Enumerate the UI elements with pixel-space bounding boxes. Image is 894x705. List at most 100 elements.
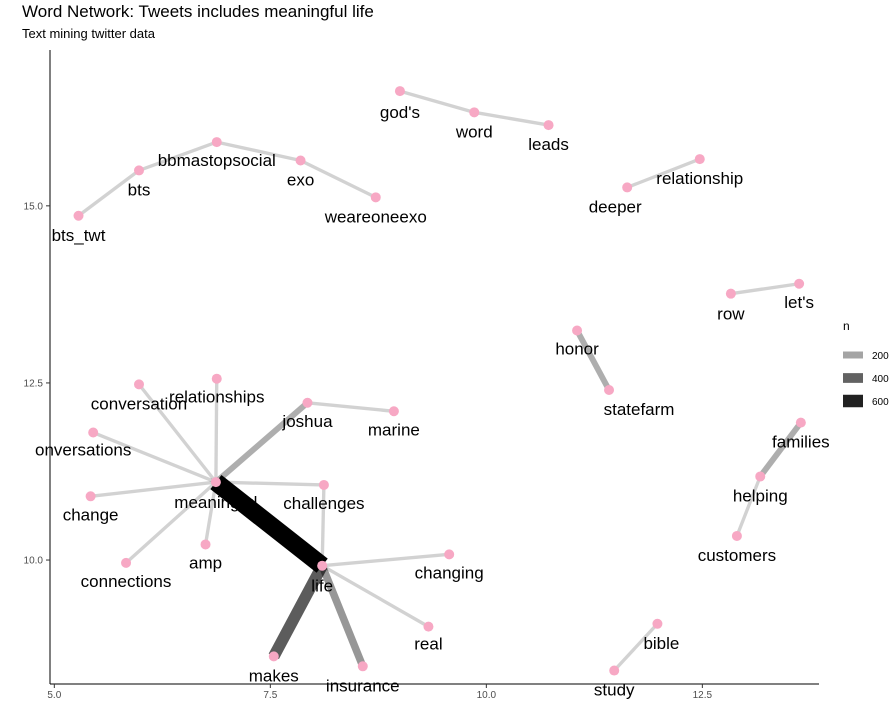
edge-meaningful-challenges xyxy=(215,480,324,487)
label-insurance: insurance xyxy=(326,676,400,695)
node-challenges xyxy=(318,479,329,490)
node-relationship xyxy=(694,154,705,165)
nodes-layer xyxy=(73,86,806,676)
edge-study-bible xyxy=(612,622,659,672)
label-deeper: deeper xyxy=(589,197,642,216)
labels-layer: god's word leads bbmastopsocial exo bts weareo… xyxy=(35,103,830,699)
node-statefarm xyxy=(604,385,615,396)
edge-life-real xyxy=(321,564,430,629)
label-changing: changing xyxy=(415,563,484,582)
node-meaningful xyxy=(210,477,221,488)
node-changing xyxy=(444,549,455,560)
edge-meaningful-onversations xyxy=(92,430,217,484)
label-bible: bible xyxy=(643,634,679,653)
label-exo: exo xyxy=(287,171,314,190)
label-joshua: joshua xyxy=(281,412,333,431)
edge-meaningful-change xyxy=(90,480,217,498)
edge-meaningful-life xyxy=(210,475,328,573)
edge-helping-families xyxy=(757,420,804,479)
x-tick-label: 10.0 xyxy=(477,690,497,701)
label-helping: helping xyxy=(733,486,788,505)
label-onversations: onversations xyxy=(35,441,131,460)
node-deeper xyxy=(622,182,633,193)
node-customers xyxy=(731,530,742,541)
edge-customers-helping xyxy=(735,475,762,537)
edge-life-makes xyxy=(268,562,328,660)
edge-meaningful-connections xyxy=(124,480,218,565)
edge-bts-bbmastopsocial xyxy=(138,140,218,173)
y-tick-label: 12.5 xyxy=(24,378,44,389)
node-god-s xyxy=(394,86,405,97)
node-conversation xyxy=(133,379,144,390)
edge-honor-statefarm xyxy=(574,329,612,392)
node-honor xyxy=(572,325,583,336)
node-makes xyxy=(268,651,279,662)
edge-life-changing xyxy=(322,552,450,568)
edge-row-let-s xyxy=(730,282,800,296)
x-tick-label: 12.5 xyxy=(693,690,713,701)
y-tick-label: 15.0 xyxy=(24,201,44,212)
node-helping xyxy=(755,471,766,482)
label-customers: customers xyxy=(698,546,776,565)
label-connections: connections xyxy=(81,572,172,591)
label-bts-twt: bts_twt xyxy=(52,226,106,245)
label-study: study xyxy=(594,681,635,700)
label-relationship: relationship xyxy=(656,169,743,188)
label-makes: makes xyxy=(249,666,299,685)
chart-title: Word Network: Tweets includes meaningful… xyxy=(22,2,374,21)
label-word: word xyxy=(455,122,493,141)
edge-bbmastopsocial-exo xyxy=(216,140,301,163)
label-challenges: challenges xyxy=(283,494,364,513)
node-leads xyxy=(543,120,554,131)
label-real: real xyxy=(414,635,442,654)
label-bts: bts xyxy=(128,180,151,199)
label-weareoneexo: weareoneexo xyxy=(324,207,427,226)
x-tick-label: 5.0 xyxy=(47,690,61,701)
legend-label-600: 600 xyxy=(872,397,889,408)
node-marine xyxy=(388,406,399,417)
node-amp xyxy=(200,539,211,550)
node-connections xyxy=(121,557,132,568)
label-meaningful: meaningful xyxy=(174,493,257,512)
edge-meaningful-conversation xyxy=(137,383,218,484)
x-tick-label: 7.5 xyxy=(263,690,277,701)
legend-title: n xyxy=(843,319,850,333)
label-relationships: relationships xyxy=(169,388,264,407)
edge-bts-twt-bts xyxy=(77,169,141,218)
node-bts-twt xyxy=(73,210,84,221)
legend: n 200 400 600 xyxy=(843,319,889,408)
label-amp: amp xyxy=(189,553,222,572)
edge-life-insurance xyxy=(318,564,367,668)
edge-joshua-marine xyxy=(307,401,395,413)
edge-meaningful-joshua xyxy=(213,400,310,485)
edge-meaningful-amp xyxy=(203,481,218,545)
node-let-s xyxy=(794,278,805,289)
node-bbmastopsocial xyxy=(211,137,222,148)
node-relationships xyxy=(211,373,222,384)
edge-god-s-word xyxy=(399,89,475,114)
node-bible xyxy=(652,618,663,629)
label-god-s: god's xyxy=(380,103,420,122)
edge-meaningful-relationships xyxy=(214,378,219,483)
node-life xyxy=(317,560,328,571)
node-change xyxy=(85,491,96,502)
label-honor: honor xyxy=(555,340,599,359)
node-weareoneexo xyxy=(370,192,381,203)
y-tick-label: 10.0 xyxy=(24,556,44,567)
label-marine: marine xyxy=(368,420,420,439)
label-row: row xyxy=(717,305,745,324)
node-insurance xyxy=(357,661,368,672)
node-study xyxy=(609,665,620,676)
label-life: life xyxy=(311,577,333,596)
label-statefarm: statefarm xyxy=(604,400,675,419)
edge-life-challenges xyxy=(320,484,326,566)
axes: 5.0 7.5 10.0 12.5 10.0 12.5 15.0 xyxy=(24,50,819,701)
node-word xyxy=(469,107,480,118)
edge-deeper-relationship xyxy=(626,157,701,189)
label-bbmastopsocial: bbmastopsocial xyxy=(158,151,276,170)
node-bts xyxy=(133,165,144,176)
label-leads: leads xyxy=(528,135,569,154)
chart-subtitle: Text mining twitter data xyxy=(22,26,155,41)
edge-exo-weareoneexo xyxy=(299,158,377,199)
